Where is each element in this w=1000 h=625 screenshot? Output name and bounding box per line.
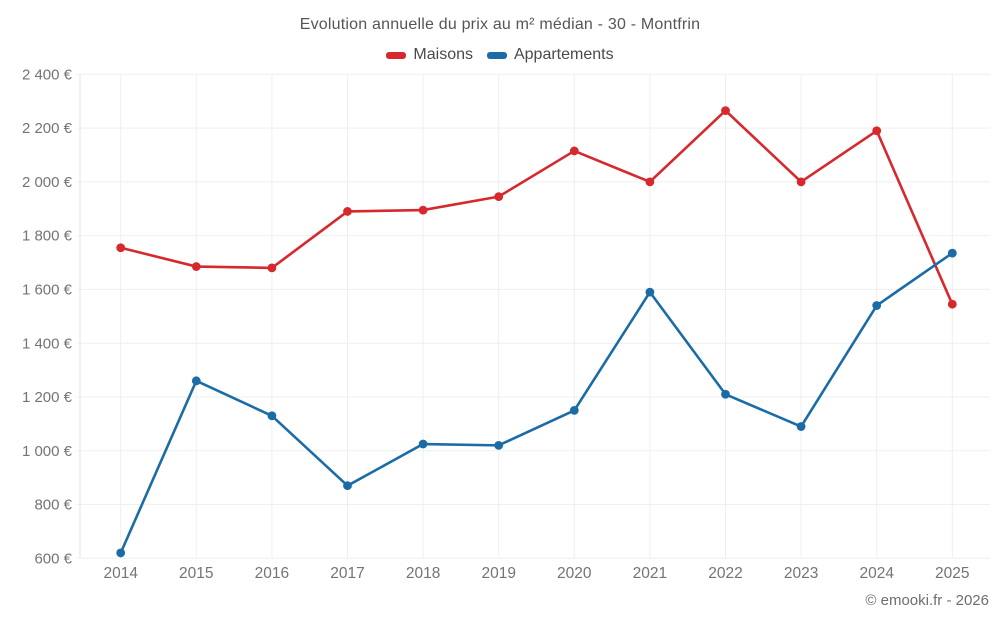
x-axis-tick-label: 2025	[935, 565, 969, 582]
chart-title: Evolution annuelle du prix au m² médian …	[299, 16, 701, 33]
series-maisons	[116, 106, 957, 309]
x-axis-tick-label: 2015	[179, 565, 213, 582]
gridlines: 600 € 800 € 1 000 € 1 200 € 1 400 € 1 600 € 1 …	[22, 66, 990, 582]
legend: Maisons Appartements	[0, 46, 1000, 64]
data-point-maisons-2019[interactable]	[494, 192, 504, 202]
data-point-maisons-2018[interactable]	[418, 205, 428, 215]
legend-item-appartements[interactable]: Appartements	[486, 46, 614, 64]
x-axis-tick-label: 2017	[330, 565, 364, 582]
data-point-appartements-2020[interactable]	[569, 406, 579, 415]
series-line-appartements	[119, 251, 954, 555]
y-axis-tick-label: 2 000 €	[22, 174, 73, 191]
y-axis-tick-label: 1 600 €	[22, 282, 73, 299]
data-point-maisons-2015[interactable]	[191, 262, 201, 271]
y-axis-tick-label: 800 €	[34, 497, 72, 514]
data-point-appartements-2022[interactable]	[721, 389, 730, 399]
data-point-maisons-2016[interactable]	[267, 263, 277, 273]
x-axis-tick-label: 2021	[633, 565, 667, 582]
data-point-appartements-2018[interactable]	[418, 439, 428, 449]
maisons-swatch-icon	[386, 51, 407, 59]
series-appartements	[116, 248, 957, 558]
data-point-maisons-2024[interactable]	[872, 126, 882, 136]
x-axis-tick-label: 2014	[103, 565, 138, 582]
x-axis-tick-label: 2022	[708, 565, 742, 582]
copyright-text: © emooki.fr - 2026	[865, 592, 989, 609]
data-point-maisons-2014[interactable]	[116, 243, 126, 253]
x-axis-tick-label: 2024	[859, 565, 894, 582]
y-axis-tick-label: 1 800 €	[22, 228, 73, 245]
y-axis-tick-label: 1 200 €	[22, 389, 73, 406]
x-axis-tick-label: 2023	[784, 565, 818, 582]
x-axis-tick-label: 2020	[557, 565, 592, 582]
y-axis-tick-label: 600 €	[34, 550, 72, 567]
data-point-maisons-2025[interactable]	[947, 299, 957, 309]
x-axis-tick-label: 2016	[255, 565, 289, 582]
data-point-maisons-2020[interactable]	[569, 146, 579, 156]
data-point-appartements-2017[interactable]	[343, 481, 352, 491]
y-axis-tick-label: 1 400 €	[22, 335, 73, 352]
data-point-appartements-2015[interactable]	[191, 376, 201, 386]
y-axis-tick-label: 2 400 €	[22, 66, 73, 83]
data-point-appartements-2025[interactable]	[947, 248, 957, 258]
data-point-appartements-2016[interactable]	[267, 411, 277, 421]
data-point-appartements-2021[interactable]	[645, 287, 655, 297]
y-axis-tick-label: 1 000 €	[22, 443, 73, 460]
legend-label-maisons: Maisons	[413, 46, 473, 63]
data-point-appartements-2023[interactable]	[796, 422, 806, 431]
series-line-maisons	[119, 109, 954, 306]
data-point-maisons-2023[interactable]	[796, 177, 806, 187]
data-point-maisons-2022[interactable]	[721, 106, 730, 115]
data-point-appartements-2014[interactable]	[116, 548, 126, 558]
x-axis-tick-label: 2019	[481, 565, 515, 582]
legend-item-maisons[interactable]: Maisons	[386, 46, 473, 64]
data-point-appartements-2019[interactable]	[494, 440, 504, 450]
data-point-maisons-2021[interactable]	[645, 177, 655, 187]
appartements-swatch-icon	[486, 51, 507, 59]
x-axis-tick-label: 2018	[406, 565, 440, 582]
data-point-appartements-2024[interactable]	[872, 301, 882, 310]
legend-label-appartements: Appartements	[513, 46, 614, 63]
y-axis-tick-label: 2 200 €	[22, 120, 73, 137]
data-point-maisons-2017[interactable]	[343, 207, 352, 216]
